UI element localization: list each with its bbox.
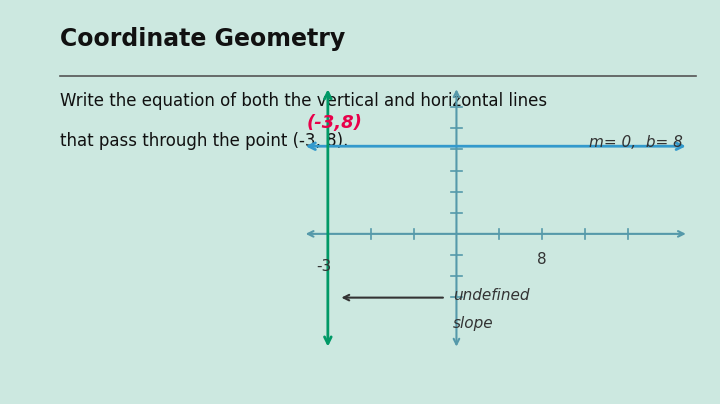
Text: that pass through the point (-3, 8).: that pass through the point (-3, 8). (60, 132, 348, 150)
Text: slope: slope (453, 316, 493, 331)
Text: undefined: undefined (453, 288, 529, 303)
Text: 8: 8 (537, 252, 547, 267)
Text: -3: -3 (317, 259, 332, 274)
Text: Write the equation of both the vertical and horizontal lines: Write the equation of both the vertical … (60, 93, 547, 110)
Text: m= 0,  b= 8: m= 0, b= 8 (589, 135, 683, 150)
Text: (-3,8): (-3,8) (307, 114, 363, 132)
Text: Coordinate Geometry: Coordinate Geometry (60, 27, 345, 50)
